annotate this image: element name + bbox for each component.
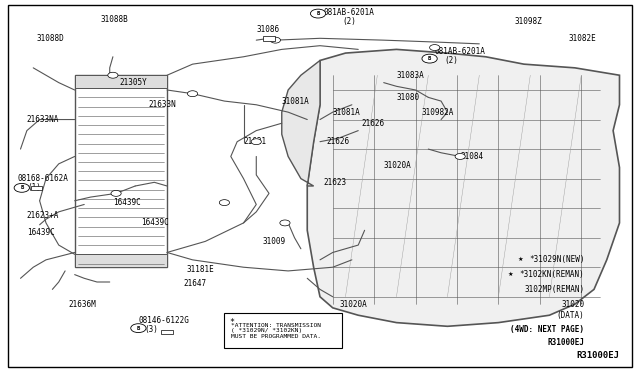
- Bar: [75, 254, 167, 267]
- Text: 31083A: 31083A: [396, 71, 424, 80]
- Circle shape: [422, 54, 437, 63]
- Text: B: B: [20, 185, 24, 190]
- Text: R31000EJ: R31000EJ: [577, 351, 620, 360]
- Text: 31080: 31080: [396, 93, 420, 102]
- Circle shape: [455, 154, 465, 160]
- Text: 31082E: 31082E: [568, 34, 596, 43]
- Circle shape: [220, 200, 230, 206]
- Text: *: *: [229, 318, 234, 327]
- Text: 310982A: 310982A: [422, 108, 454, 117]
- Text: B: B: [316, 11, 320, 16]
- Text: 31088D: 31088D: [36, 34, 64, 43]
- Circle shape: [429, 45, 440, 51]
- Text: 08168-6162A: 08168-6162A: [17, 174, 68, 183]
- Text: 21633NA: 21633NA: [27, 115, 60, 124]
- Text: R31000EJ: R31000EJ: [547, 339, 584, 347]
- Text: B: B: [428, 56, 431, 61]
- Polygon shape: [307, 49, 620, 326]
- Text: 21636M: 21636M: [68, 300, 96, 309]
- Text: 21623+A: 21623+A: [27, 211, 60, 220]
- Text: (2): (2): [342, 17, 356, 26]
- Text: 31081A: 31081A: [282, 97, 310, 106]
- Circle shape: [251, 139, 261, 145]
- FancyBboxPatch shape: [225, 313, 342, 349]
- Circle shape: [270, 37, 280, 43]
- Text: 31020A: 31020A: [339, 300, 367, 309]
- Circle shape: [280, 220, 290, 226]
- Text: ★: ★: [508, 272, 513, 277]
- Text: 31081A: 31081A: [333, 108, 360, 117]
- Circle shape: [188, 91, 198, 97]
- FancyBboxPatch shape: [161, 330, 173, 334]
- Text: 21621: 21621: [244, 137, 267, 146]
- Text: 31181E: 31181E: [186, 264, 214, 273]
- FancyBboxPatch shape: [31, 186, 42, 190]
- Text: 31086: 31086: [256, 25, 280, 33]
- Text: 21626: 21626: [326, 137, 349, 146]
- FancyBboxPatch shape: [263, 36, 275, 41]
- Bar: [75, 75, 167, 88]
- Circle shape: [14, 183, 29, 192]
- Text: 31020A: 31020A: [384, 161, 412, 170]
- Circle shape: [310, 9, 326, 18]
- Text: 21626: 21626: [362, 119, 385, 128]
- Text: 16439C: 16439C: [27, 228, 54, 237]
- Text: (3): (3): [145, 326, 159, 334]
- Text: *ATTENTION: TRANSMISSION
( *31029N/ *3102KN)
MUST BE PROGRAMMED DATA.: *ATTENTION: TRANSMISSION ( *31029N/ *310…: [231, 323, 321, 339]
- Text: 21647: 21647: [183, 279, 206, 288]
- Text: (2): (2): [444, 56, 458, 65]
- Text: 081AB-6201A: 081AB-6201A: [323, 8, 374, 17]
- Text: 21633N: 21633N: [148, 100, 176, 109]
- Text: 21305Y: 21305Y: [119, 78, 147, 87]
- Text: *31029N(NEW): *31029N(NEW): [529, 255, 584, 264]
- Text: 31009: 31009: [262, 237, 286, 246]
- Circle shape: [131, 324, 146, 333]
- Text: 081AB-6201A: 081AB-6201A: [435, 47, 486, 56]
- Bar: [75, 75, 167, 267]
- Text: 31020: 31020: [561, 300, 584, 309]
- Text: 21623: 21623: [323, 178, 346, 187]
- Text: (1): (1): [27, 183, 41, 192]
- Circle shape: [108, 72, 118, 78]
- Text: ★: ★: [518, 257, 524, 262]
- Polygon shape: [282, 61, 320, 186]
- Text: 08146-6122G: 08146-6122G: [138, 316, 189, 325]
- Text: 31098Z: 31098Z: [515, 17, 542, 26]
- Text: 3102MP(REMAN): 3102MP(REMAN): [524, 285, 584, 294]
- Text: 31084: 31084: [460, 152, 483, 161]
- Text: (4WD: NEXT PAGE): (4WD: NEXT PAGE): [511, 326, 584, 334]
- Text: *3102KN(REMAN): *3102KN(REMAN): [520, 270, 584, 279]
- Text: 16439C: 16439C: [113, 198, 141, 207]
- Text: B: B: [137, 326, 140, 331]
- Circle shape: [111, 190, 121, 196]
- Text: 16439C: 16439C: [141, 218, 170, 227]
- Text: (DATA): (DATA): [557, 311, 584, 320]
- Text: 31088B: 31088B: [100, 15, 128, 24]
